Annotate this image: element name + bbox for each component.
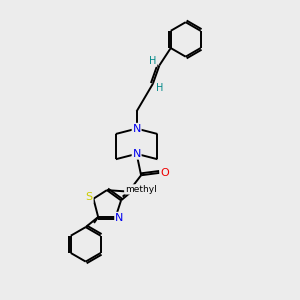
Text: N: N <box>132 149 141 159</box>
Text: N: N <box>115 213 123 223</box>
Text: H: H <box>156 83 163 93</box>
Text: N: N <box>132 124 141 134</box>
Text: O: O <box>160 168 169 178</box>
Text: H: H <box>149 56 157 66</box>
Text: S: S <box>86 192 93 202</box>
Text: methyl: methyl <box>125 185 157 194</box>
